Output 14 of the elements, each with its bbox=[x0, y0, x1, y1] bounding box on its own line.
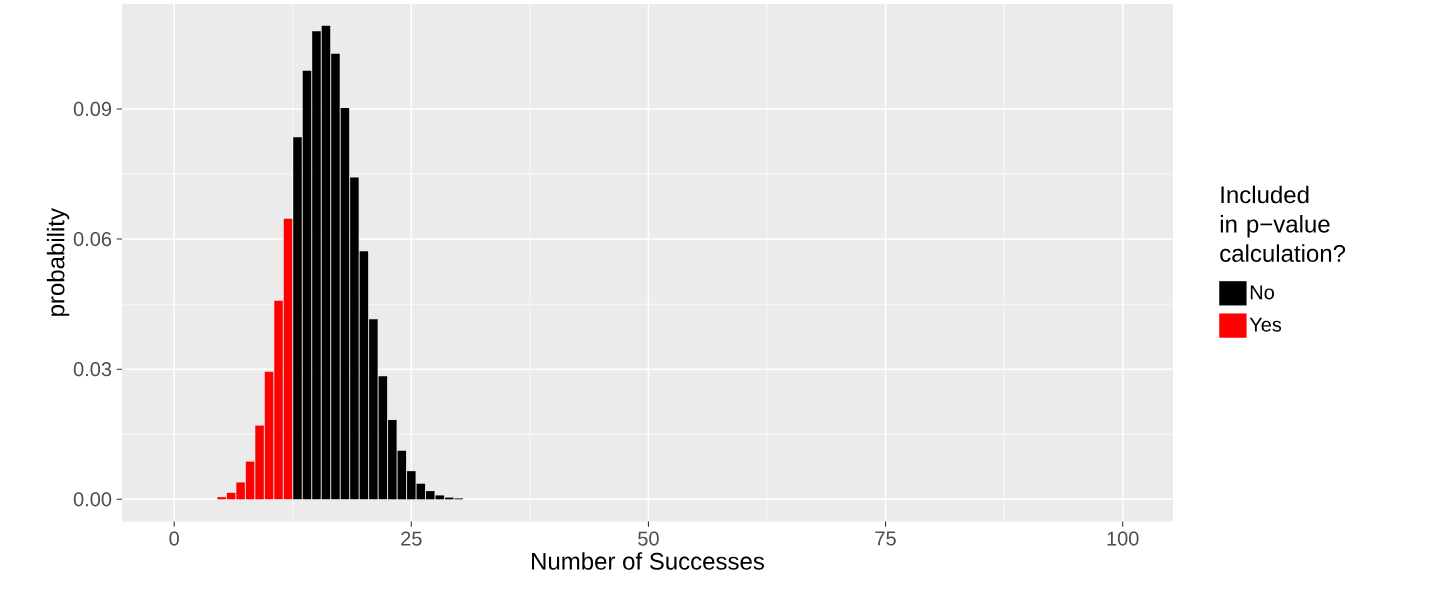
legend-title: Included in p−value calculation? bbox=[1220, 185, 1346, 263]
legend-label: Yes bbox=[1249, 317, 1282, 332]
x-tick-label: 25 bbox=[401, 531, 422, 546]
y-tick-label: 0.00 bbox=[73, 492, 112, 507]
x-tick-label: 0 bbox=[169, 531, 179, 546]
x-tick-label: 100 bbox=[1107, 531, 1139, 546]
y-axis-title: probability bbox=[46, 208, 70, 316]
x-tick-label: 75 bbox=[875, 531, 896, 546]
y-tick-label: 0.03 bbox=[73, 362, 112, 377]
y-tick-label: 0.06 bbox=[73, 232, 112, 247]
legend-label: No bbox=[1250, 285, 1274, 300]
x-tick-label: 50 bbox=[638, 531, 659, 546]
x-axis-title: Number of Successes bbox=[532, 552, 764, 570]
y-tick-label: 0.09 bbox=[73, 101, 112, 117]
